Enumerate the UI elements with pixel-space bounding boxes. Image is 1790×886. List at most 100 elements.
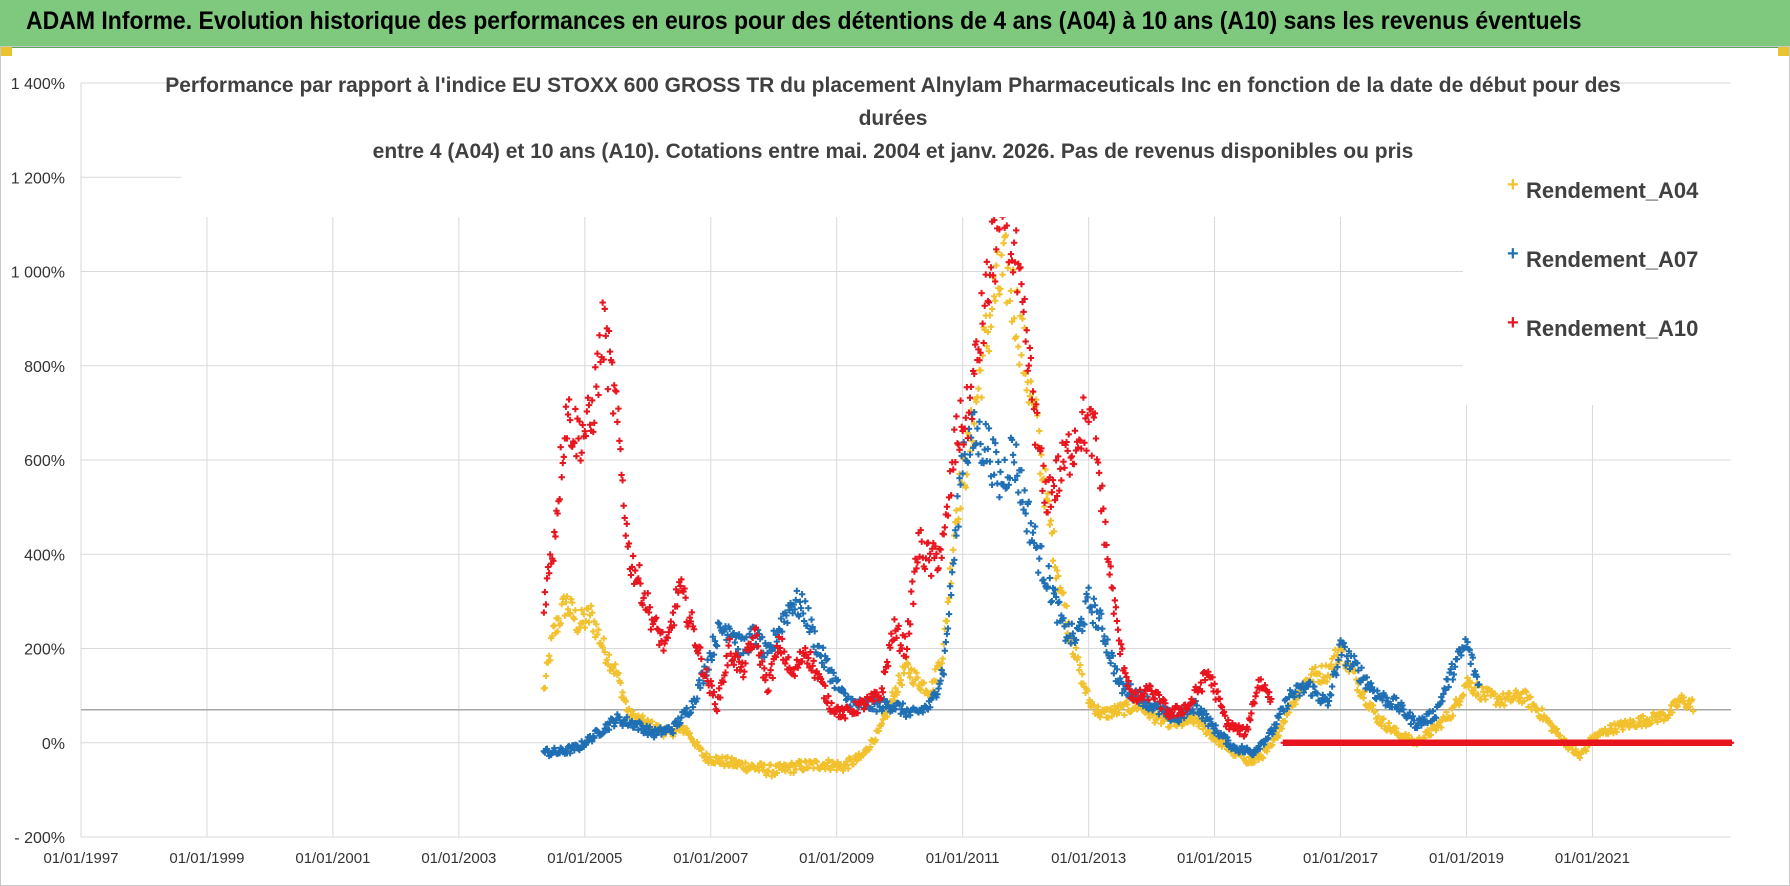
data-point [1081,439,1088,446]
data-point [1147,683,1154,690]
data-point [1027,520,1035,527]
data-point [825,692,832,700]
data-point [1069,630,1077,637]
data-point [964,459,972,466]
data-point [1010,239,1018,246]
data-point [891,616,898,623]
data-point [834,676,841,684]
data-point [948,569,956,576]
data-point [1094,703,1102,710]
data-point [637,580,644,587]
data-point [1460,691,1467,698]
data-point [762,676,769,684]
data-point [1087,405,1094,413]
data-point [1079,670,1086,678]
data-point [1263,736,1271,743]
data-point [556,496,563,503]
data-point [952,527,959,534]
data-point [1001,456,1008,464]
data-point [686,730,693,737]
data-point [1674,703,1681,710]
data-point [693,695,701,702]
data-point [1116,675,1124,682]
data-point [1090,595,1098,602]
data-point [1367,680,1375,687]
data-point [1251,759,1258,766]
data-point [883,658,891,666]
data-point [619,477,626,484]
data-point [1051,496,1059,504]
data-point [824,655,831,663]
data-point [1122,669,1129,677]
chart-area: Performance par rapport à l'indice EU ST… [0,46,1790,886]
data-point [984,445,992,453]
data-point [1680,694,1687,701]
data-point [992,278,999,285]
data-point [683,725,690,732]
data-point [973,398,980,405]
data-point [926,550,934,557]
legend-label-a10: Rendement_A10 [1526,316,1698,341]
data-point [1440,690,1447,698]
data-point [617,445,624,453]
data-point [700,680,707,687]
data-point [892,684,899,692]
data-point [1112,604,1120,611]
data-point [987,323,995,330]
data-point [1007,250,1015,258]
data-point [1094,459,1102,466]
data-point [791,606,798,613]
data-point [785,653,792,661]
data-point [580,610,587,618]
data-point [1306,678,1314,686]
data-point [767,641,774,649]
data-point [934,691,941,698]
data-point [1025,498,1033,506]
data-point [961,425,968,432]
data-point [1475,681,1483,688]
data-point [629,552,637,560]
data-point [1410,717,1418,724]
data-point [1009,451,1017,459]
data-point [873,689,880,696]
data-point [914,674,921,681]
data-point [1061,623,1068,630]
data-point [966,394,974,401]
data-point [1324,702,1332,709]
data-point [966,451,974,458]
data-point [1083,447,1090,454]
data-point [957,505,964,512]
data-point [1006,297,1014,305]
data-point [955,515,962,523]
data-point [1190,697,1197,705]
data-point [1061,464,1068,472]
x-tick-label: 01/01/1999 [169,850,244,867]
data-point [1087,603,1094,611]
corner-accent-right [1778,46,1790,56]
data-point [798,591,806,598]
data-point [1072,644,1080,652]
data-point [1538,705,1546,712]
data-point [669,609,677,616]
data-point [1112,706,1120,713]
data-point [665,628,672,636]
data-point [879,689,887,696]
data-point [540,609,548,616]
data-point [1080,394,1087,401]
data-point [591,419,598,427]
data-point [1392,694,1400,702]
data-point [1325,697,1333,705]
data-point [727,758,734,766]
data-point [794,664,802,671]
data-point [754,643,762,650]
data-point [711,637,719,645]
data-point [1109,652,1116,660]
data-point [618,471,625,479]
data-point [687,709,695,716]
data-point [1026,344,1034,352]
data-point [988,481,996,488]
data-point [702,672,709,679]
data-point [875,727,882,735]
data-point [943,503,951,510]
data-point [1553,725,1560,733]
